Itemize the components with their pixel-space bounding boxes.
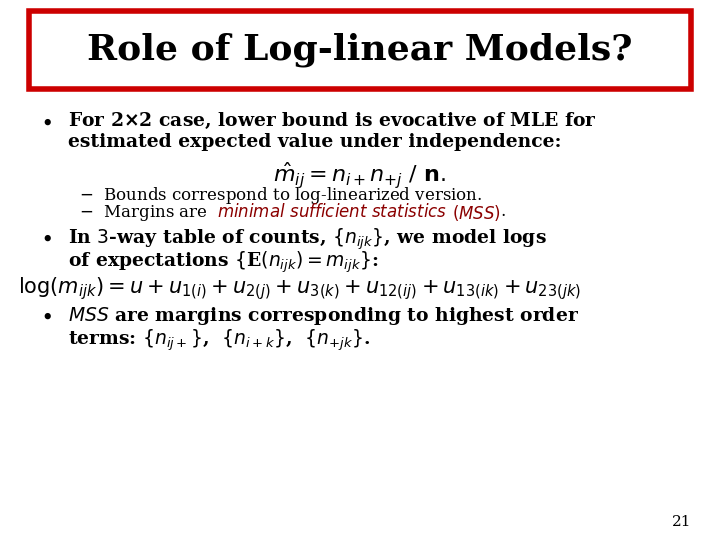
Text: of expectations $\{$E$(n_{ijk})$$=$$m_{ijk}\}$:: of expectations $\{$E$(n_{ijk})$$=$$m_{i… <box>68 249 379 275</box>
Text: $-$  Margins are: $-$ Margins are <box>79 203 209 223</box>
Text: $-$  Bounds correspond to log-linearized version.: $-$ Bounds correspond to log-linearized … <box>79 185 482 206</box>
Text: $\mathit{minimal\ sufficient\ statistics}$: $\mathit{minimal\ sufficient\ statistics… <box>217 203 448 221</box>
Text: 21: 21 <box>672 515 691 529</box>
Text: $\log(m_{ijk}) = u + u_{1(i)} + u_{2(j)} + u_{3(k)} + u_{12(ij)} + u_{13(ik)} + : $\log(m_{ijk}) = u + u_{1(i)} + u_{2(j)}… <box>18 275 581 302</box>
Text: $\bullet$: $\bullet$ <box>40 305 51 327</box>
Text: $\bullet$: $\bullet$ <box>40 111 51 133</box>
Text: $\mathit{(MSS)}$: $\mathit{(MSS)}$ <box>452 203 501 223</box>
Text: In $\mathit{3}$-way table of counts, $\{n_{ijk}\}$, we model logs: In $\mathit{3}$-way table of counts, $\{… <box>68 227 547 252</box>
Text: .: . <box>500 203 505 220</box>
Text: $\mathit{MSS}$ are margins corresponding to highest order: $\mathit{MSS}$ are margins corresponding… <box>68 305 580 327</box>
Text: Role of Log-linear Models?: Role of Log-linear Models? <box>87 32 633 67</box>
Text: estimated expected value under independence:: estimated expected value under independe… <box>68 133 562 151</box>
Text: For 2$\mathbf{\times}$2 case, lower bound is evocative of MLE for: For 2$\mathbf{\times}$2 case, lower boun… <box>68 111 598 131</box>
Text: $\bullet$: $\bullet$ <box>40 227 51 249</box>
FancyBboxPatch shape <box>29 11 691 89</box>
Text: $\hat{m}_{ij} = n_{i+}n_{+j}\ /\ \mathbf{n}.$: $\hat{m}_{ij} = n_{i+}n_{+j}\ /\ \mathbf… <box>274 160 446 191</box>
Text: terms: $\{n_{ij+}\}$,  $\{n_{i+k}\}$,  $\{n_{+jk}\}$.: terms: $\{n_{ij+}\}$, $\{n_{i+k}\}$, $\{… <box>68 328 371 353</box>
